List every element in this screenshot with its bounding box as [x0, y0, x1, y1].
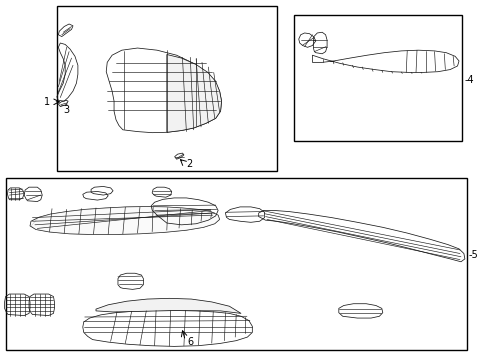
- Polygon shape: [31, 207, 220, 234]
- Bar: [5, 178, 467, 350]
- Text: 6: 6: [187, 337, 194, 347]
- Text: 3: 3: [63, 105, 70, 115]
- Bar: [57, 6, 277, 171]
- Text: -5: -5: [469, 250, 479, 260]
- Text: -4: -4: [465, 75, 474, 85]
- Text: 2: 2: [186, 159, 193, 169]
- Polygon shape: [96, 298, 241, 314]
- Bar: [294, 15, 463, 140]
- Polygon shape: [167, 54, 221, 132]
- Text: 1: 1: [45, 97, 50, 107]
